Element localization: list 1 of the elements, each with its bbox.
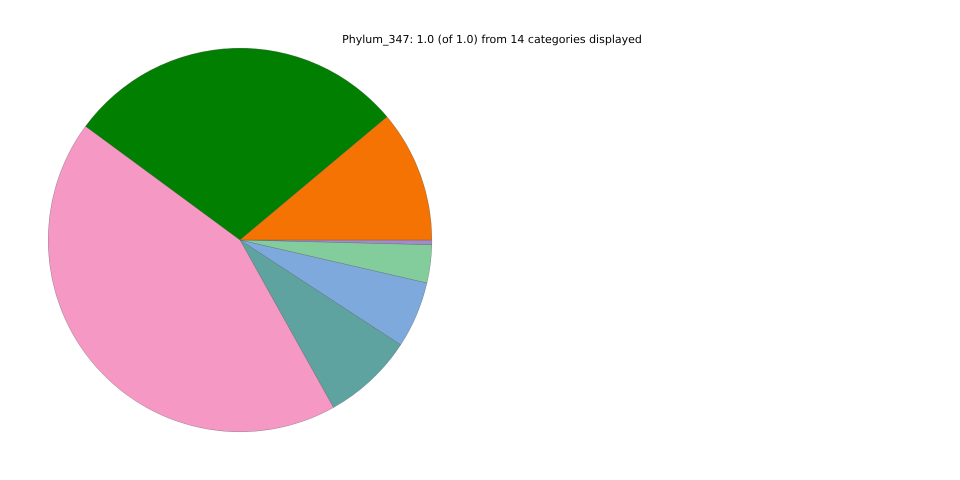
text: Phylum_347: 1.0 (of 1.0) from 14 categories displayed xyxy=(342,32,642,46)
